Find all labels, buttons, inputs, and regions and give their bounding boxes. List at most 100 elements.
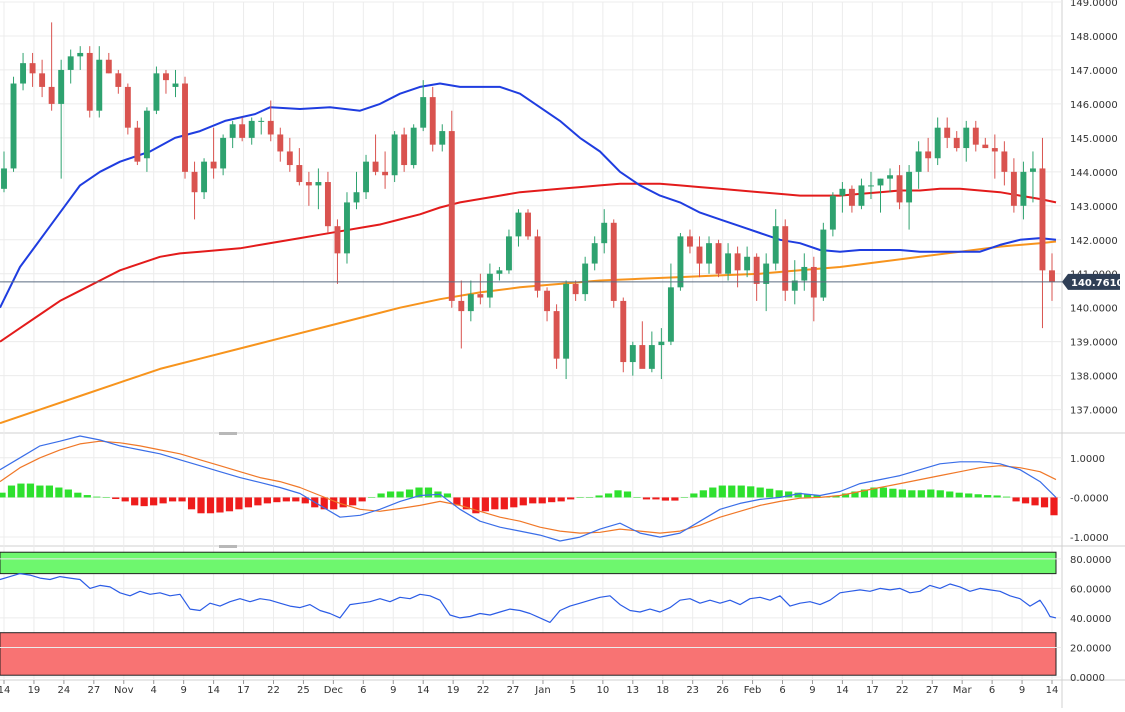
macd-histogram-bar-positive: [396, 491, 404, 498]
candle-bullish: [20, 63, 27, 84]
price-tick-label: 149.0000: [1070, 0, 1118, 9]
macd-histogram-bar-negative: [112, 497, 120, 500]
macd-histogram-bar-negative: [462, 497, 470, 510]
time-tick-label: 4: [151, 685, 157, 696]
macd-histogram-bar-positive: [7, 485, 16, 498]
time-tick-label: 6: [989, 685, 995, 696]
macd-histogram-bar-negative: [140, 497, 148, 507]
candle-bearish: [944, 127, 951, 138]
macd-histogram-bar-negative: [510, 497, 518, 508]
macd-histogram-bar-positive: [813, 495, 821, 498]
macd-histogram-bar-positive: [377, 493, 385, 498]
candle-bearish: [620, 300, 627, 363]
macd-histogram-bar-positive: [870, 487, 878, 498]
macd-histogram-bar-positive: [946, 491, 954, 498]
time-tick-label: 27: [507, 685, 520, 696]
macd-histogram-bar-positive: [860, 489, 869, 498]
candle-bearish: [334, 226, 341, 254]
macd-histogram-bar-positive: [690, 493, 698, 498]
candle-bullish: [829, 195, 836, 230]
time-tick-label: 17: [866, 685, 879, 696]
time-tick-label: 27: [87, 685, 100, 696]
macd-histogram-bar-positive: [102, 497, 110, 498]
time-tick-label: Nov: [114, 685, 134, 696]
macd-histogram-bar-positive: [955, 492, 963, 498]
price-tick-label: 144.0000: [1070, 168, 1118, 179]
candle-bearish: [553, 311, 560, 359]
time-tick-label: 17: [237, 685, 250, 696]
time-tick-label: 9: [1019, 685, 1025, 696]
macd-histogram-bar-positive: [443, 493, 452, 498]
macd-histogram-bar-negative: [330, 497, 338, 510]
candle-bullish: [648, 345, 655, 369]
candle-bullish: [77, 52, 84, 57]
macd-histogram-bar-positive: [1003, 496, 1011, 498]
candle-bullish: [315, 182, 322, 186]
candle-bearish: [429, 97, 436, 145]
candle-bearish: [191, 171, 198, 193]
candle-bullish: [258, 120, 265, 122]
candle-bullish: [915, 151, 922, 172]
macd-histogram-bar-negative: [216, 497, 224, 513]
macd-histogram-bar-positive: [83, 495, 91, 498]
candle-bearish: [182, 83, 188, 172]
macd-histogram-bar-positive: [785, 491, 793, 498]
candle-bullish: [67, 56, 74, 70]
macd-histogram-bar-negative: [567, 497, 575, 500]
macd-histogram-bar-negative: [642, 497, 651, 500]
time-tick-label: 14: [0, 685, 10, 696]
candle-bullish: [563, 283, 570, 359]
candle-bearish: [1001, 151, 1008, 172]
candle-bearish: [972, 127, 979, 145]
price-tick-label: 147.0000: [1070, 66, 1118, 77]
macd-histogram-bar-positive: [775, 490, 783, 498]
macd-histogram-bar-negative: [263, 497, 271, 504]
macd-histogram-bar-positive: [756, 487, 764, 498]
time-tick-label: 26: [716, 685, 729, 696]
macd-histogram-bar-positive: [55, 487, 63, 498]
candle-bearish: [458, 300, 465, 312]
time-tick-label: 9: [809, 685, 815, 696]
macd-histogram-bar-negative: [121, 497, 129, 502]
price-tick-label: 145.0000: [1070, 134, 1118, 145]
candle-bearish: [544, 290, 551, 312]
macd-histogram-bar-positive: [984, 495, 992, 498]
candle-bullish: [667, 287, 674, 342]
candle-bullish: [963, 127, 970, 149]
price-tick-label: 148.0000: [1070, 32, 1118, 43]
macd-histogram-bar-positive: [889, 488, 897, 498]
candle-bullish: [725, 253, 732, 274]
macd-histogram-bar-negative: [453, 497, 461, 506]
candle-bullish: [591, 243, 598, 264]
candle-bullish: [10, 83, 17, 169]
macd-histogram-bar-positive: [766, 488, 774, 498]
candle-bullish: [439, 131, 446, 145]
macd-histogram-bar-positive: [74, 492, 82, 498]
candle-bearish: [324, 182, 331, 227]
macd-histogram-bar-positive: [965, 493, 973, 498]
candle-bearish: [848, 188, 855, 206]
macd-histogram-bar-positive: [794, 492, 802, 498]
price-tick-label: 139.0000: [1070, 338, 1118, 349]
macd-histogram-bar-positive: [851, 491, 859, 498]
candle-bullish: [58, 69, 65, 104]
macd-histogram-bar-positive: [415, 487, 423, 498]
time-tick-label: 13: [626, 685, 639, 696]
macd-histogram-bar-positive: [633, 497, 641, 498]
macd-histogram-bar-positive: [424, 487, 433, 498]
candle-bearish: [734, 253, 741, 271]
macd-histogram-bar-negative: [292, 497, 300, 502]
candle-bearish: [1010, 171, 1017, 206]
time-tick-label: 6: [360, 685, 366, 696]
candle-bullish: [772, 226, 779, 264]
macd-histogram-bar-negative: [519, 497, 527, 506]
candle-bullish: [420, 97, 427, 128]
candle-bullish: [496, 270, 503, 274]
macd-line: [0, 435, 1057, 542]
candle-bearish: [39, 73, 46, 87]
macd-signal-line: [0, 440, 1057, 534]
time-tick-label: 14: [417, 685, 430, 696]
macd-histogram-bar-positive: [917, 490, 925, 498]
macd-histogram-bar-positive: [368, 497, 376, 498]
